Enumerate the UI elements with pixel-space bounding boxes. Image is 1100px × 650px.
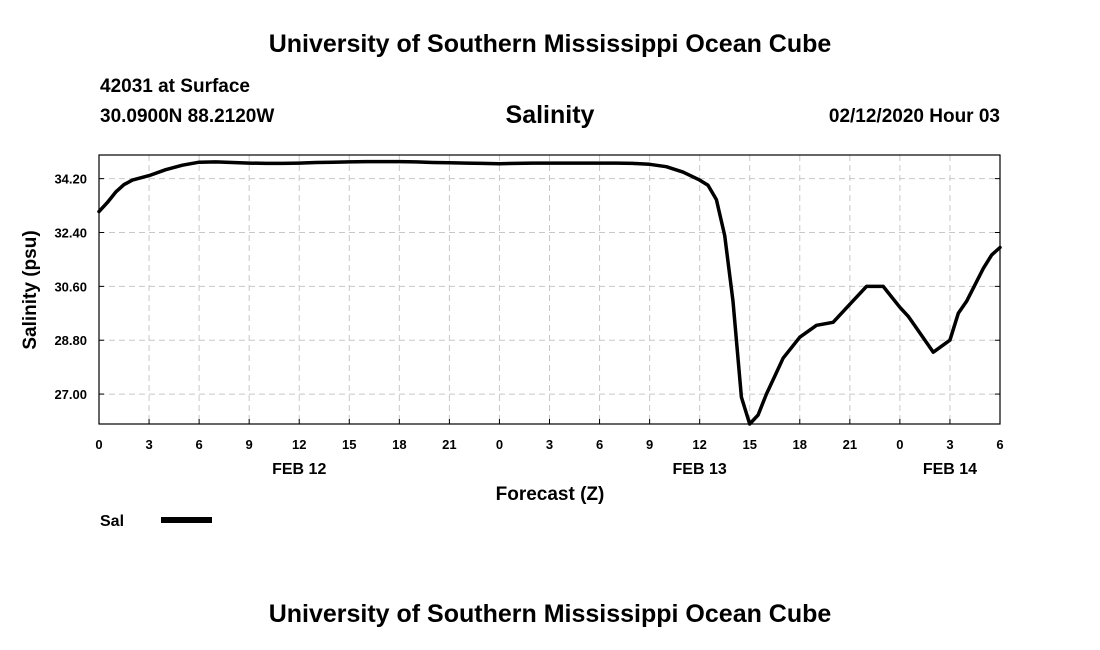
y-tick-label: 28.80 — [54, 333, 87, 348]
x-tick-label: 21 — [843, 437, 857, 452]
series-layer — [97, 159, 1002, 426]
x-tick-label: 6 — [195, 437, 202, 452]
x-tick-label: 0 — [95, 437, 102, 452]
grid-lines — [99, 155, 1000, 424]
x-date-label: FEB 13 — [673, 461, 727, 478]
y-tick-label: 27.00 — [54, 387, 87, 402]
x-tick-label: 15 — [342, 437, 356, 452]
station-label: 42031 at Surface — [100, 76, 250, 97]
legend: Sal — [100, 513, 212, 530]
x-tick-label: 18 — [392, 437, 406, 452]
x-tick-label: 6 — [996, 437, 1003, 452]
x-tick-label: 3 — [546, 437, 553, 452]
x-date-label: FEB 14 — [923, 461, 977, 478]
x-tick-label: 12 — [692, 437, 706, 452]
axes: 0 3 6 9 12 15 18 21 0 3 6 9 12 15 18 21 0 3 6 FEB 12 FEB 13 F… — [54, 154, 1004, 478]
x-tick-label: 9 — [246, 437, 253, 452]
y-tick-label: 30.60 — [54, 279, 87, 294]
series-line-sal — [97, 159, 1002, 426]
x-tick-label: 3 — [145, 437, 152, 452]
coordinates-label: 30.0900N 88.2120W — [100, 106, 275, 127]
x-tick-label: 21 — [442, 437, 456, 452]
y-tick-label: 32.40 — [54, 225, 87, 240]
page-title: University of Southern Mississippi Ocean… — [268, 30, 832, 58]
footer-title: University of Southern Mississippi Ocean… — [268, 600, 832, 628]
forecast-datetime: 02/12/2020 Hour 03 — [828, 106, 1000, 127]
y-axis-label: Salinity (psu) — [20, 230, 41, 349]
plot-frame — [98, 154, 1001, 425]
x-axis-label: Forecast (Z) — [496, 484, 605, 505]
x-tick-label: 15 — [742, 437, 756, 452]
x-tick-label: 18 — [793, 437, 807, 452]
x-tick-label: 9 — [646, 437, 653, 452]
chart-title: Salinity — [505, 101, 595, 129]
x-date-label: FEB 12 — [272, 461, 326, 478]
x-tick-label: 12 — [292, 437, 306, 452]
x-tick-label: 6 — [596, 437, 603, 452]
x-tick-label: 3 — [946, 437, 953, 452]
x-tick-label: 0 — [896, 437, 903, 452]
y-tick-label: 34.20 — [54, 172, 87, 187]
x-tick-label: 0 — [496, 437, 503, 452]
legend-label: Sal — [100, 513, 124, 530]
